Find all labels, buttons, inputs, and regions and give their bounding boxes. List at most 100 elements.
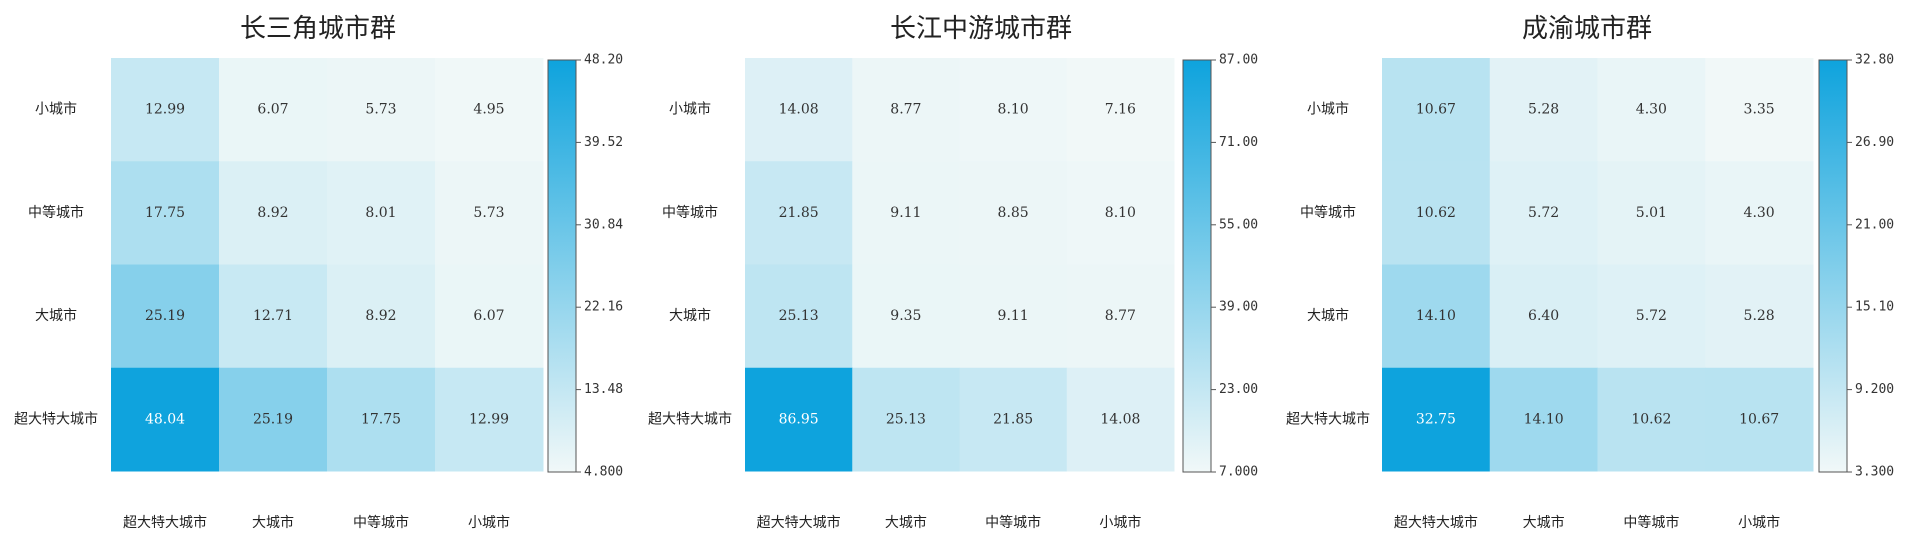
cell-value-label: 14.08 [779, 102, 819, 118]
heatmap-cell [1066, 161, 1175, 265]
row-label: 大城市 [1307, 307, 1349, 324]
cell-value-label: 5.72 [1528, 205, 1559, 221]
row-label: 小城市 [35, 101, 77, 118]
heatmap-cell [327, 264, 436, 369]
row-label: 超大特大城市 [648, 410, 732, 427]
colorbar-tick-label: 21.00 [1855, 217, 1894, 232]
heatmap-cell [327, 367, 436, 472]
colorbar-tick-label: 23.00 [1219, 382, 1258, 397]
chart-title: 成渝城市群 [1522, 14, 1652, 44]
colorbar-tick-label: 4.800 [584, 465, 623, 480]
heatmap-cell [1705, 367, 1814, 472]
heatmap-cell [745, 367, 853, 472]
row-label: 小城市 [1307, 101, 1349, 118]
colorbar-tick-label: 15.10 [1855, 300, 1894, 315]
column-label: 大城市 [1523, 514, 1565, 531]
row-label: 中等城市 [28, 204, 84, 221]
heatmap-cell [1597, 161, 1706, 265]
heatmap-cell [1382, 58, 1491, 162]
heatmap-cell [111, 58, 220, 162]
heatmap-cell [745, 264, 853, 369]
heatmap-cell [745, 58, 853, 162]
heatmap-cell [1382, 264, 1491, 369]
colorbar-tick-label: 30.84 [584, 217, 623, 232]
cell-value-label: 9.35 [890, 308, 921, 324]
cell-value-label: 8.92 [365, 308, 396, 324]
cell-value-label: 25.13 [886, 411, 926, 427]
heatmap-cell [219, 161, 328, 265]
cell-value-label: 12.71 [253, 308, 293, 324]
heatmap-panel-1: 长三角城市群 12.99 6.07 5.73 4.95 17.75 8.92 8.01 5.73… [14, 14, 623, 531]
row-label: 中等城市 [1300, 204, 1356, 221]
heatmap-cell [1382, 161, 1491, 265]
cell-value-label: 5.72 [1636, 308, 1667, 324]
cell-value-label: 14.10 [1416, 308, 1456, 324]
colorbar-tick-label: 22.16 [584, 300, 623, 315]
cell-value-label: 4.30 [1636, 102, 1667, 118]
colorbar-tick-label: 87.00 [1219, 53, 1258, 68]
cell-value-label: 10.62 [1631, 411, 1671, 427]
cell-value-label: 12.99 [145, 102, 185, 118]
cell-value-label: 3.35 [1744, 102, 1775, 118]
cell-value-label: 8.01 [365, 205, 396, 221]
heatmap-cell [327, 58, 436, 162]
cell-value-label: 5.73 [365, 102, 396, 118]
heatmap-cell [435, 161, 544, 265]
column-label: 超大特大城市 [123, 514, 207, 531]
colorbar [1818, 59, 1848, 473]
row-label: 超大特大城市 [14, 410, 98, 427]
cell-value-label: 8.92 [257, 205, 288, 221]
colorbar-tick-label: 39.52 [584, 135, 623, 150]
row-label: 大城市 [669, 307, 711, 324]
heatmap-cell [1597, 58, 1706, 162]
cell-value-label: 17.75 [361, 411, 401, 427]
cell-value-label: 5.28 [1744, 308, 1775, 324]
heatmap-cell [1705, 264, 1814, 369]
heatmap-cell [1489, 161, 1598, 265]
cell-value-label: 14.08 [1100, 411, 1140, 427]
cell-value-label: 48.04 [145, 411, 185, 427]
cell-value-label: 5.28 [1528, 102, 1559, 118]
column-label: 大城市 [885, 514, 927, 531]
cell-value-label: 8.10 [998, 102, 1029, 118]
row-label: 小城市 [669, 101, 711, 118]
heatmap-cell [1489, 264, 1598, 369]
row-label: 中等城市 [662, 204, 718, 221]
cell-value-label: 4.95 [473, 102, 504, 118]
chart-title: 长三角城市群 [240, 14, 396, 44]
cell-value-label: 5.73 [473, 205, 504, 221]
heatmap-cell [111, 367, 220, 472]
heatmap-cell [1597, 264, 1706, 369]
chart-title: 长江中游城市群 [890, 14, 1072, 44]
cell-value-label: 6.07 [257, 102, 288, 118]
cell-value-label: 10.67 [1416, 102, 1456, 118]
heatmap-cell [1705, 58, 1814, 162]
column-label: 超大特大城市 [1394, 514, 1478, 531]
cell-value-label: 8.10 [1105, 205, 1136, 221]
heatmap-cell [1066, 58, 1175, 162]
column-label: 中等城市 [353, 514, 409, 531]
column-label: 小城市 [468, 514, 510, 531]
colorbar [547, 59, 577, 473]
heatmap-cell [1705, 161, 1814, 265]
colorbar [1182, 59, 1212, 473]
heatmap-cell [1066, 367, 1175, 472]
cell-value-label: 8.85 [998, 205, 1029, 221]
heatmap-cell [1489, 367, 1598, 472]
cell-value-label: 86.95 [779, 411, 819, 427]
heatmap-cell [959, 367, 1068, 472]
colorbar-tick-label: 9.200 [1855, 382, 1894, 397]
cell-value-label: 12.99 [469, 411, 509, 427]
column-label: 小城市 [1099, 514, 1141, 531]
column-label: 小城市 [1738, 514, 1780, 531]
heatmap-panel-2: 长江中游城市群 14.08 8.77 8.10 7.16 21.85 9.11 8.85 8.1… [648, 14, 1258, 531]
heatmap-cell [1489, 58, 1598, 162]
heatmap-cell [959, 58, 1068, 162]
cell-value-label: 7.16 [1105, 102, 1136, 118]
colorbar-tick-label: 71.00 [1219, 135, 1258, 150]
cell-value-label: 5.01 [1636, 205, 1667, 221]
cell-value-label: 25.19 [145, 308, 185, 324]
heatmap-cell [959, 264, 1068, 369]
cell-value-label: 9.11 [998, 308, 1029, 324]
